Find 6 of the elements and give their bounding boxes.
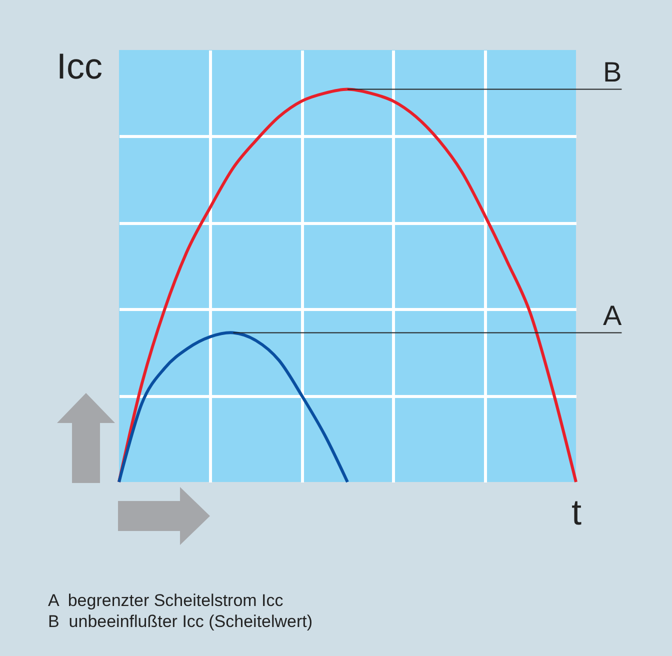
text: B unbeeinflußter Icc (Scheitelwert) xyxy=(48,611,313,632)
text: A xyxy=(603,300,622,331)
y-axis-title: Icc xyxy=(56,46,103,86)
text: B xyxy=(603,56,622,88)
text: A begrenzter Scheitelstrom Icc xyxy=(48,590,284,611)
x-axis-title: t xyxy=(571,492,582,532)
